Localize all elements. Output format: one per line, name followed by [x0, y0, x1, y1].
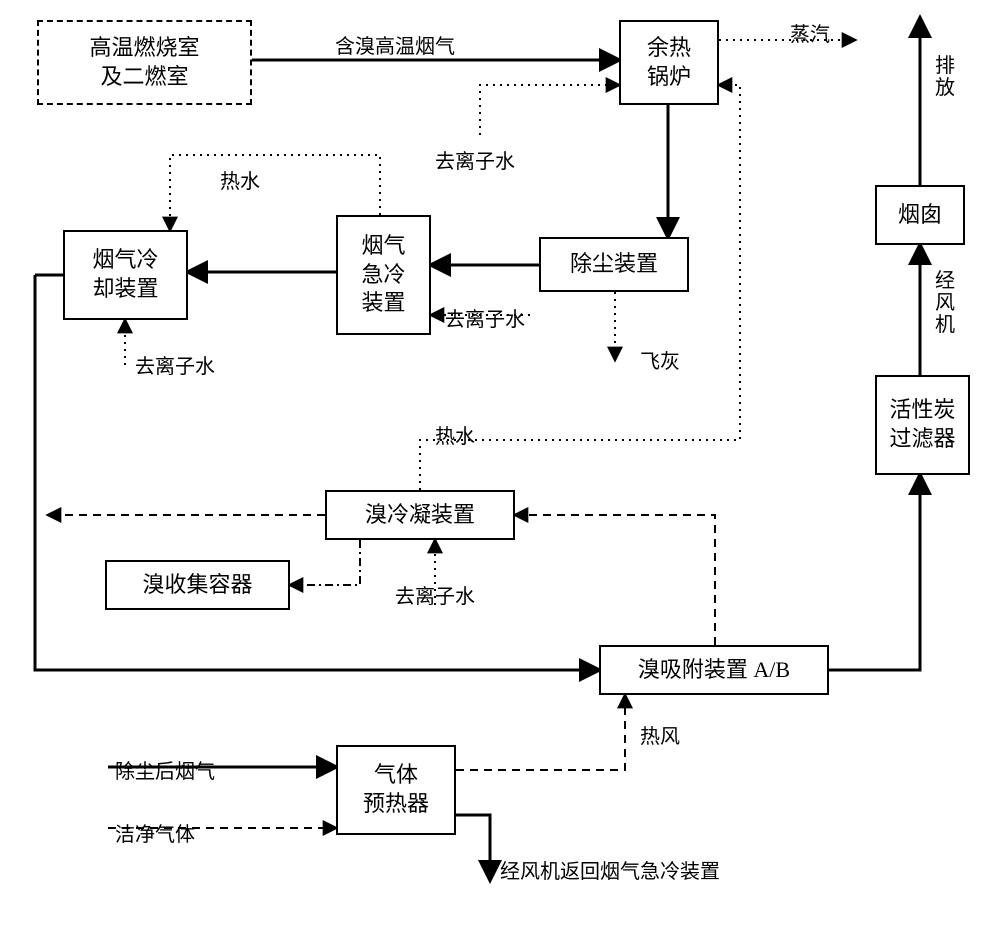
label-fan1: 经风机 [935, 270, 955, 336]
node-collector: 溴收集容器 [105, 560, 290, 610]
node-condenser: 溴冷凝装置 [325, 490, 515, 540]
node-cooler: 烟气冷却装置 [63, 230, 188, 320]
edge-e_preh_down [456, 815, 490, 880]
edge-e_adsorb_cond [515, 515, 715, 645]
label-cleangas: 洁净气体 [115, 818, 195, 847]
label-hotwater2: 热水 [435, 420, 475, 449]
node-preheater: 气体预热器 [336, 745, 456, 835]
node-adsorb: 溴吸附装置 A/B [599, 645, 829, 695]
edge-e_di_boiler [480, 85, 619, 135]
node-combustion: 高温燃烧室及二燃室 [37, 20, 252, 105]
node-boiler: 余热锅炉 [619, 20, 719, 105]
label-dustflue: 除尘后烟气 [115, 755, 215, 784]
node-quench: 烟气急冷装置 [336, 215, 431, 335]
label-flyash: 飞灰 [640, 345, 680, 374]
label-hotwater1: 热水 [220, 165, 260, 194]
label-flue-br: 含溴高温烟气 [335, 30, 455, 59]
label-di1: 去离子水 [435, 145, 515, 174]
edge-e_adsorb_carb [829, 475, 920, 670]
label-return: 经风机返回烟气急冷装置 [500, 855, 720, 884]
label-emit: 排放 [935, 55, 955, 99]
edges-layer [0, 0, 1000, 927]
label-di2: 去离子水 [445, 303, 525, 332]
node-chimney: 烟囱 [875, 185, 965, 245]
edge-e_preh_adsorb [456, 695, 625, 770]
label-hotair: 热风 [640, 720, 680, 749]
node-carbon: 活性炭过滤器 [875, 375, 970, 475]
node-dust: 除尘装置 [539, 237, 689, 292]
edge-e_cond_coll [290, 540, 360, 585]
edge-e_cool_adsorb [35, 275, 599, 670]
label-steam: 蒸汽 [790, 18, 830, 47]
label-di3: 去离子水 [135, 350, 215, 379]
label-di4: 去离子水 [395, 580, 475, 609]
